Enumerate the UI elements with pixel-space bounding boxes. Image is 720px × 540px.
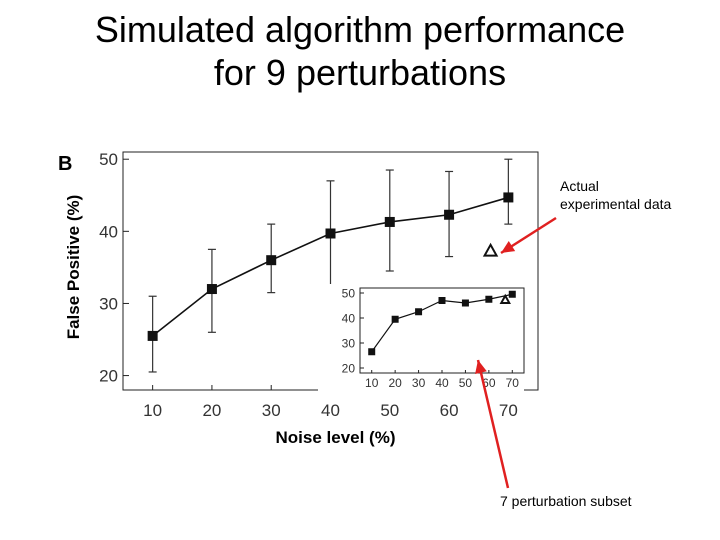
annotation-arrows <box>475 216 557 489</box>
data-point <box>147 330 158 341</box>
y-axis-label: False Positive (%) <box>64 195 83 340</box>
slide-title: Simulated algorithm performance for 9 pe… <box>0 8 720 94</box>
subset-annotation: 7 perturbation subset <box>500 493 632 509</box>
inset-x-tick-label: 30 <box>412 376 426 390</box>
inset-plot: 20 30 40 50 10 20 30 40 50 60 70 <box>318 284 525 392</box>
x-tick-label: 50 <box>380 401 399 420</box>
panel-label: B <box>58 153 72 175</box>
data-point <box>384 216 395 227</box>
data-point <box>503 192 514 203</box>
inset-x-tick-label: 40 <box>435 376 449 390</box>
inset-x-tick-label: 50 <box>459 376 473 390</box>
x-tick-label: 20 <box>202 401 221 420</box>
actual-data-annotation: Actual experimental data <box>560 177 671 213</box>
inset-data-point <box>461 299 469 307</box>
inset-data-point <box>485 295 493 303</box>
data-point <box>325 228 336 239</box>
inset-y-tick-label: 50 <box>342 287 356 301</box>
arrow-subset <box>476 359 510 489</box>
inset-data-point <box>508 290 516 298</box>
x-tick-label: 60 <box>440 401 459 420</box>
experimental-point <box>482 242 499 257</box>
actual-data-annotation-line-2: experimental data <box>560 196 672 212</box>
x-tick-label: 30 <box>262 401 281 420</box>
inset-y-tick-label: 20 <box>342 362 356 376</box>
y-tick-label: 40 <box>99 222 118 241</box>
inset-data-point <box>415 308 423 316</box>
x-tick-label: 70 <box>499 401 518 420</box>
inset-data-point <box>391 315 399 323</box>
slide-title-line-2: for 9 perturbations <box>213 52 507 93</box>
slide-title-line-1: Simulated algorithm performance <box>94 9 626 50</box>
inset-data-point <box>438 297 446 304</box>
inset-y-tick-label: 30 <box>342 337 356 351</box>
inset-experimental-point <box>499 293 511 304</box>
data-point <box>266 255 277 266</box>
inset-x-tick-label: 10 <box>365 376 379 390</box>
arrow-actual-data-head <box>501 240 516 253</box>
x-axis-label: Noise level (%) <box>276 428 396 447</box>
inset-data-point <box>368 348 376 356</box>
inset-x-tick-label: 20 <box>388 376 402 390</box>
inset-y-tick-label: 40 <box>342 312 356 326</box>
x-tick-label: 10 <box>143 401 162 420</box>
inset-x-tick-label: 70 <box>506 376 520 390</box>
x-tick-label: 40 <box>321 401 340 420</box>
y-tick-label: 20 <box>99 367 118 386</box>
actual-data-annotation-line-1: Actual <box>560 178 599 194</box>
data-point <box>444 209 455 220</box>
y-tick-label: 50 <box>99 150 118 169</box>
arrow-subset-head <box>475 360 487 375</box>
y-tick-label: 30 <box>99 294 118 313</box>
inset-x-tick-label: 60 <box>482 376 496 390</box>
data-point <box>206 284 217 295</box>
